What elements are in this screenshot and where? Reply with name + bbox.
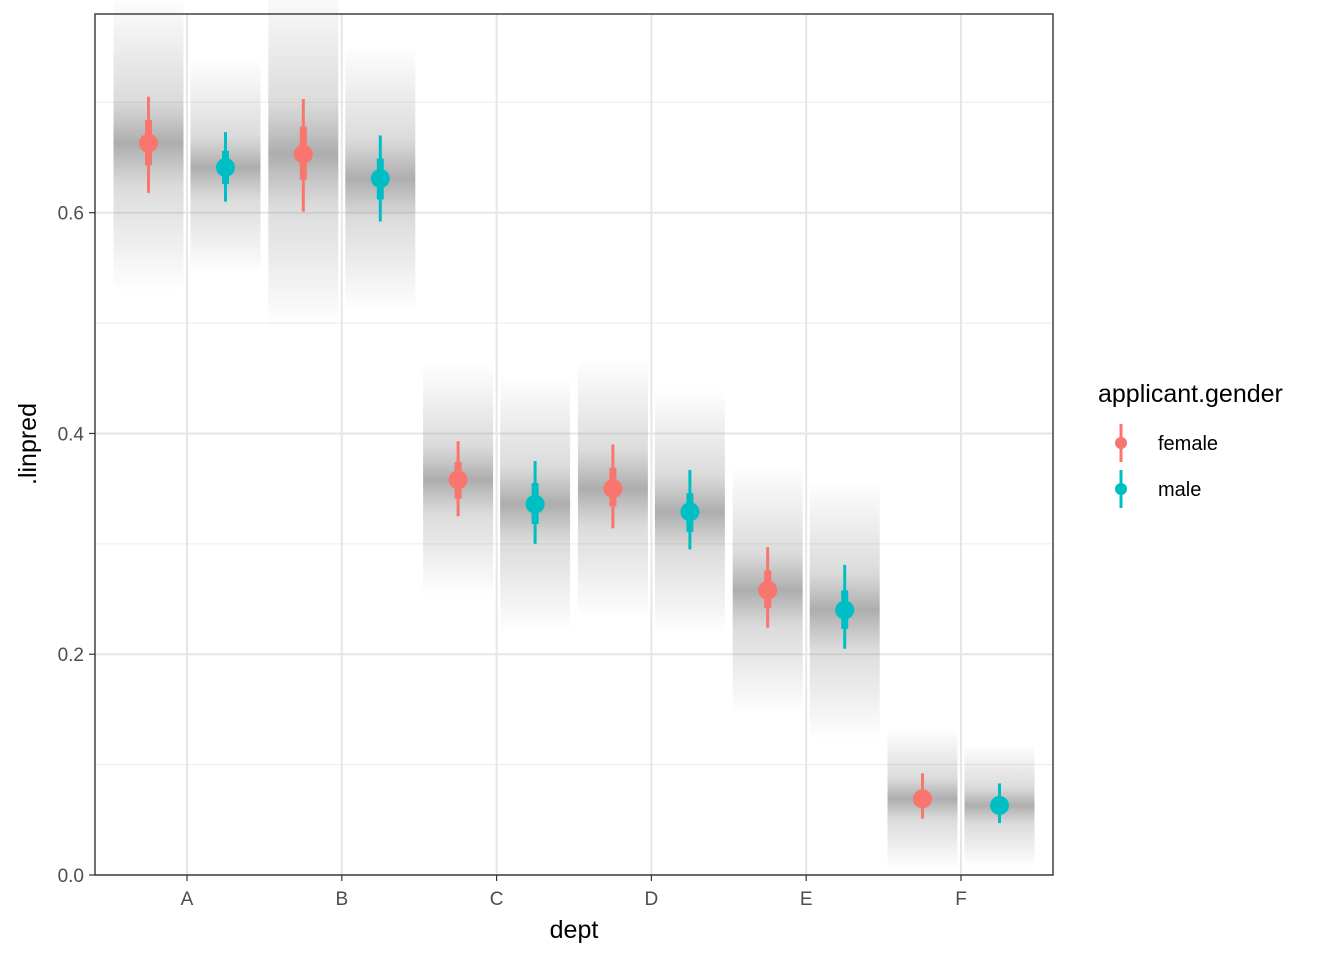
median-point-male-C <box>525 494 545 514</box>
median-point-male-D <box>680 502 700 522</box>
legend-label-male: male <box>1158 479 1201 501</box>
legend-title: applicant.gender <box>1098 380 1283 408</box>
x-tick-label: A <box>181 889 194 910</box>
legend-key-point-female <box>1115 437 1127 449</box>
median-point-male-B <box>370 168 390 188</box>
legend: applicant.gender female male <box>1098 380 1283 508</box>
x-tick-label: C <box>490 889 504 910</box>
median-point-female-D <box>603 479 623 499</box>
median-point-female-A <box>139 133 158 153</box>
median-point-male-E <box>835 600 855 620</box>
x-tick-label: D <box>645 889 659 910</box>
x-tick-label: E <box>800 889 813 910</box>
legend-label-female: female <box>1158 433 1218 455</box>
x-tick-label: B <box>335 889 348 910</box>
x-axis-title: dept <box>550 916 599 944</box>
legend-key-point-male <box>1115 483 1127 495</box>
x-tick-label: F <box>955 889 967 910</box>
axes: 0.0 0.2 0.4 0.6 A B C D E F <box>58 204 967 910</box>
y-tick-label: 0.0 <box>58 866 84 887</box>
y-tick-label: 0.4 <box>58 424 85 445</box>
median-point-male-A <box>216 157 235 177</box>
median-point-female-E <box>758 580 778 600</box>
median-point-female-C <box>448 470 468 490</box>
legend-keys: female male <box>1115 424 1218 508</box>
y-tick-label: 0.6 <box>58 204 84 225</box>
y-tick-label: 0.2 <box>58 645 84 666</box>
median-point-female-F <box>913 789 932 809</box>
point-marks <box>139 133 1009 815</box>
median-point-male-F <box>990 795 1009 815</box>
median-point-female-B <box>293 144 313 164</box>
plot-panel-border <box>94 13 1054 876</box>
y-axis-title: .linpred <box>14 403 42 485</box>
